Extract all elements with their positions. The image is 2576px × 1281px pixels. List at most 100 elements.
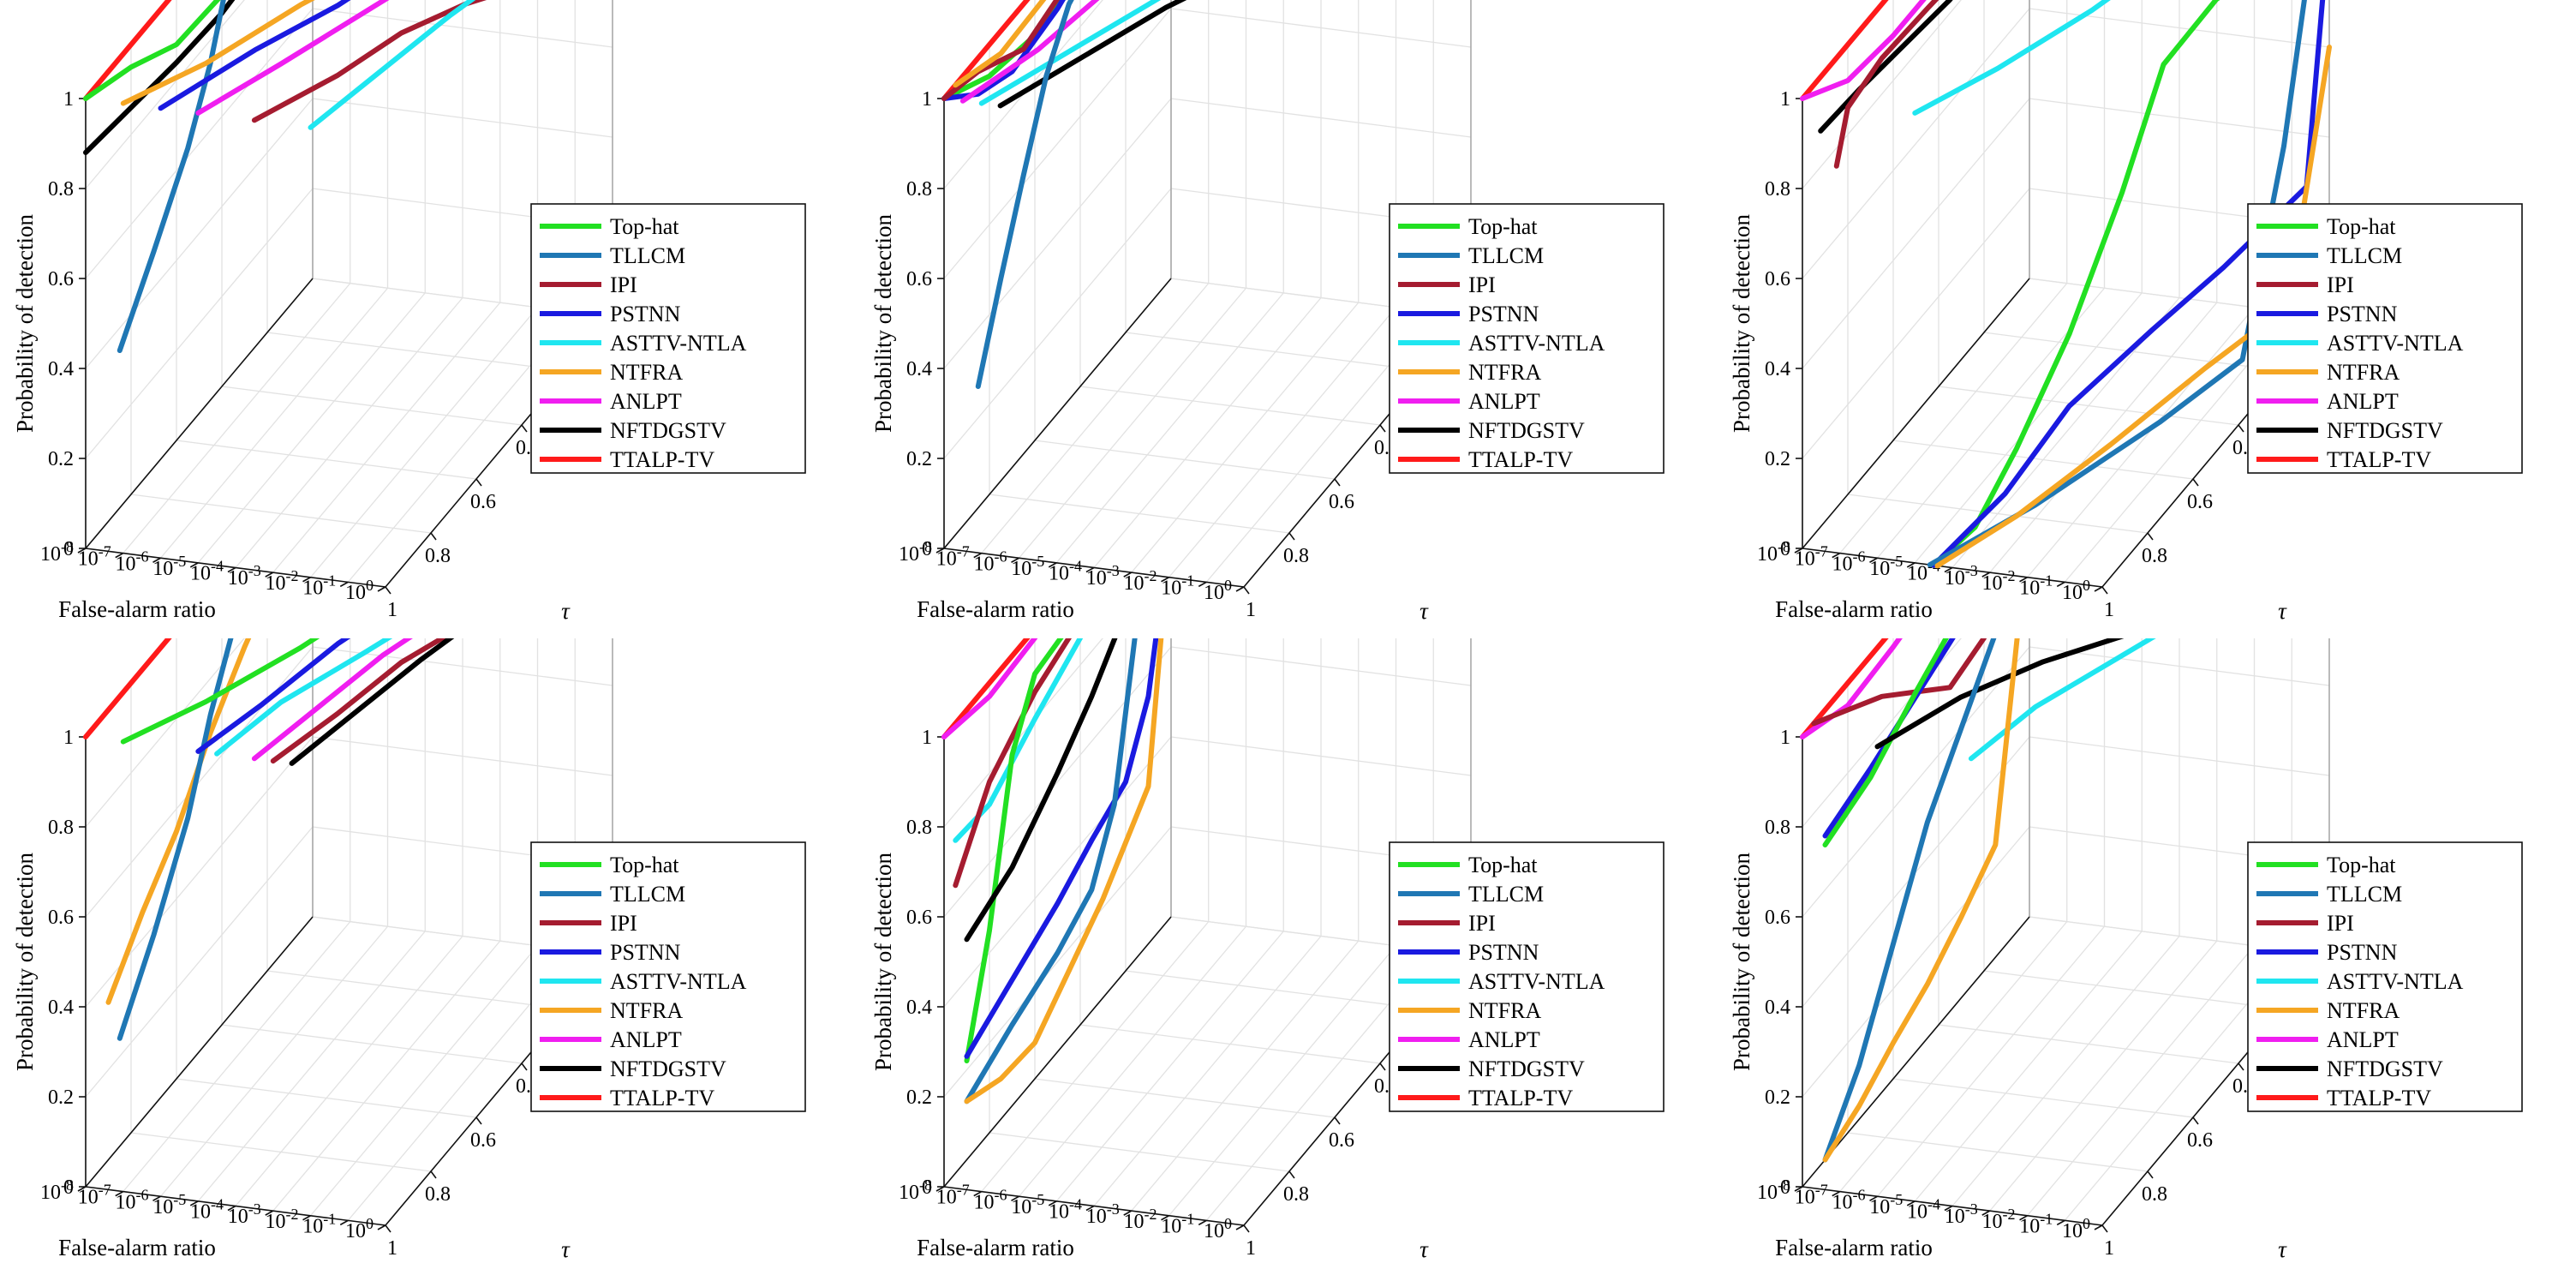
- wall-grid-z: [943, 646, 1172, 918]
- tau-axis-title: τ: [2278, 1236, 2287, 1262]
- tau-tick: [1334, 1116, 1341, 1125]
- series-asttv-ntla: [308, 0, 476, 130]
- wall2-grid-z: [1170, 8, 1472, 48]
- far-axis-title: False-alarm ratio: [1775, 596, 1933, 622]
- tau-tick: [2147, 532, 2154, 541]
- tau-tick: [1334, 478, 1341, 487]
- series-pstnn: [158, 0, 351, 111]
- z-tick-label: 0.8: [48, 178, 74, 201]
- legend-label: TTALP-TV: [2327, 1086, 2431, 1110]
- legend: Top-hat TLLCM IPI PSTNN ASTTV-NTLA NTFRA ANLPT…: [530, 203, 806, 474]
- series-pstnn: [964, 518, 1174, 1059]
- wall-grid-z: [943, 8, 1172, 279]
- wall2-grid-z: [1170, 736, 1472, 776]
- wall-grid-z: [85, 0, 245, 189]
- floor-grid-far: [1019, 287, 1246, 559]
- far-tick: [2056, 581, 2065, 588]
- tau-tick: [430, 1170, 437, 1179]
- tau-tick: [475, 478, 482, 487]
- far-tick-label: 10-5: [1011, 553, 1044, 580]
- floor-grid-far: [981, 283, 1210, 554]
- floor-grid-tau: [989, 494, 1290, 534]
- floor-grid-far: [1914, 931, 2143, 1202]
- tau-tick: [475, 1116, 482, 1125]
- far-tick: [1161, 1215, 1169, 1221]
- far-tick: [227, 566, 236, 573]
- far-tick: [2019, 577, 2028, 583]
- tau-tick: [521, 1063, 528, 1071]
- wall-grid-z: [1802, 646, 2030, 918]
- tau-tick: [1243, 1224, 1250, 1233]
- z-tick-label: 0.8: [906, 178, 932, 201]
- legend-label: NTFRA: [610, 360, 683, 385]
- far-tick-label: 10-2: [1124, 1206, 1157, 1233]
- z-tick-label: 0.4: [906, 997, 932, 1019]
- floor-left-edge: [1802, 916, 2030, 1188]
- wall2-grid-z: [312, 98, 613, 138]
- legend-label: IPI: [610, 911, 637, 936]
- chart-svg: 00.20.40.60.8110-810-710-610-510-410-310…: [12, 464, 806, 1262]
- far-tick-label: 10-3: [1945, 562, 1978, 590]
- z-tick-label: 0.6: [1765, 268, 1790, 290]
- series-nftdgstv: [997, 0, 1187, 109]
- far-tick-label: 10-6: [974, 548, 1007, 575]
- series-pstnn: [941, 0, 1066, 101]
- floor-grid-far: [310, 945, 538, 1217]
- far-tick: [77, 548, 87, 554]
- far-tick-label: 10-4: [1907, 1196, 1940, 1224]
- far-tick: [2094, 1224, 2103, 1230]
- z-tick-label: 1: [63, 727, 74, 749]
- far-tick: [1906, 562, 1916, 568]
- floor-grid-far: [2027, 945, 2255, 1217]
- far-tick-label: 10-3: [1086, 562, 1120, 590]
- floor-grid-tau: [221, 386, 523, 426]
- far-tick-label: 10-6: [1832, 548, 1866, 575]
- far-tick-label: 10-4: [190, 1196, 224, 1224]
- floor-grid-far: [1093, 297, 1322, 568]
- series-top-hat: [964, 518, 1174, 1063]
- floor-grid-tau: [1847, 1132, 2149, 1172]
- series-ntfra: [1822, 518, 2032, 1163]
- z-tick-label: 1: [63, 88, 74, 111]
- z-tick-label: 0.8: [48, 817, 74, 839]
- z-tick-label: 0.2: [48, 1086, 74, 1109]
- far-tick: [265, 1210, 274, 1216]
- legend-label: IPI: [2327, 911, 2354, 936]
- z-tick-label: 0.8: [1765, 817, 1790, 839]
- far-tick: [1048, 1200, 1057, 1206]
- legend-label: ASTTV-NTLA: [610, 969, 747, 994]
- z-tick-label: 0.6: [48, 268, 74, 290]
- wall-grid-z: [943, 188, 1172, 459]
- legend-label: Top-hat: [610, 853, 679, 877]
- series-anlpt: [195, 0, 390, 116]
- series-top-hat: [83, 0, 221, 101]
- tau-tick-label: 0.8: [425, 545, 451, 567]
- far-tick: [1235, 586, 1245, 592]
- far-tick: [973, 1190, 983, 1197]
- legend-label: ASTTV-NTLA: [1468, 969, 1605, 994]
- series-asttv-ntla: [1968, 557, 2332, 762]
- far-tick-label: 10-8: [1757, 1176, 1790, 1204]
- floor-grid-tau: [1983, 970, 2285, 1010]
- chart-panel-5: 0 0.2 0.4 0.6 0.8 1 10-8 10-7 10-6 10-5 10-4 10-3 10…: [858, 464, 1717, 1277]
- floor-left-edge: [943, 278, 1172, 549]
- z-tick-label: 0: [1780, 1176, 1790, 1199]
- z-tick-label: 0.2: [1765, 1086, 1790, 1109]
- tau-tick: [2192, 478, 2199, 487]
- z-tick-label: 0.2: [906, 448, 932, 470]
- series-anlpt: [959, 0, 1100, 104]
- far-tick-label: 100: [2062, 1215, 2090, 1242]
- z-axis-title: Probability of detection: [870, 214, 896, 433]
- far-tick-label: 10-7: [1795, 1182, 1828, 1209]
- legend-label: NFTDGSTV: [1468, 418, 1585, 443]
- far-tick: [1869, 557, 1878, 563]
- far-tick: [265, 572, 274, 578]
- floor-grid-tau: [1034, 1078, 1336, 1118]
- tau-tick-label: 0.8: [2142, 1183, 2167, 1206]
- legend-label: TTALP-TV: [610, 1086, 714, 1110]
- far-tick-label: 10-7: [1795, 543, 1828, 571]
- tau-tick-label: 1: [2104, 599, 2114, 621]
- legend-label: NTFRA: [1468, 998, 1541, 1023]
- wall-grid-z: [1802, 8, 2030, 279]
- floor-grid-tau: [130, 1132, 432, 1172]
